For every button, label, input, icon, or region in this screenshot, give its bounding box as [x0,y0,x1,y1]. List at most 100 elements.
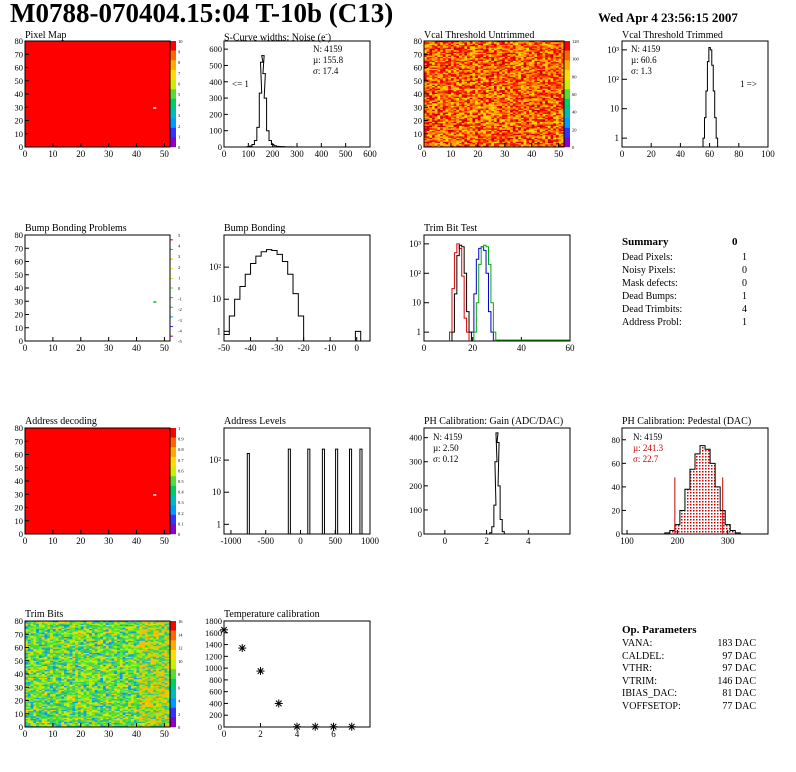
heatmap-cell [512,70,516,72]
heatmap-cell [450,95,454,97]
heatmap-cell [461,109,465,112]
heatmap-cell [523,133,527,136]
heatmap-cell [529,140,532,142]
heatmap-cell [494,63,497,66]
heatmap-cell [434,76,438,79]
heatmap-cell [437,54,441,56]
heatmap-cell [553,46,557,48]
heatmap-cell [424,74,427,76]
heatmap-cell [523,91,527,93]
heatmap-cell [537,119,541,121]
heatmap-cell [518,74,522,76]
heatmap-cell [442,129,446,132]
heatmap-cell [483,125,487,128]
heatmap-cell [426,84,430,87]
heatmap-cell [510,109,514,112]
heatmap-cell [523,67,527,70]
heatmap-cell [448,121,452,124]
heatmap-cell [545,107,549,109]
heatmap-cell [553,139,557,141]
heatmap-cell [442,66,446,68]
heatmap-cell [518,144,522,146]
heatmap-cell [485,79,489,82]
heatmap-cell [518,91,522,93]
heatmap-cell [518,60,522,63]
heatmap-cell [448,78,452,80]
heatmap-cell [440,67,444,70]
heatmap-cell [485,95,489,97]
heatmap-cell [523,82,527,84]
heatmap-cell [529,133,532,136]
heatmap-cell [461,139,465,141]
heatmap-cell [547,133,551,136]
heatmap-cell [542,108,546,111]
heatmap-cell [453,108,457,111]
heatmap-cell [432,143,436,145]
heatmap-cell [504,113,508,116]
heatmap-cell [518,63,522,66]
heatmap-cell [542,87,546,89]
heatmap-cell [450,137,454,140]
heatmap-cell [531,60,535,63]
heatmap-cell [496,133,500,136]
heatmap-cell [445,105,449,108]
heatmap-cell [558,82,562,84]
heatmap-cell [36,659,40,662]
heatmap-cell [429,112,433,115]
heatmap-cell [461,104,465,107]
heatmap-cell [539,60,543,63]
heatmap-cell [512,145,516,148]
heatmap-cell [429,109,433,112]
heatmap-cell [445,104,449,107]
heatmap-cell [27,627,31,630]
heatmap-cell [464,108,468,111]
heatmap-cell [440,42,444,44]
heatmap-cell [534,100,538,103]
heatmap-cell [499,44,503,47]
heatmap-cell [502,141,506,144]
heatmap-cell [534,92,538,95]
heatmap-cell [437,64,441,67]
heatmap-cell [547,144,551,146]
heatmap-cell [445,56,449,59]
heatmap-cell [491,66,495,68]
heatmap-cell [507,48,511,51]
heatmap-cell [504,58,508,60]
heatmap-cell [448,107,452,109]
heatmap-cell [504,143,508,145]
heatmap-cell [30,683,34,685]
heatmap-cell [461,120,465,123]
heatmap-cell [537,115,541,117]
heatmap-cell [477,120,481,123]
heatmap-cell [456,128,460,131]
heatmap-cell [467,47,471,50]
heatmap-cell [44,664,48,667]
heatmap-cell [523,58,527,60]
heatmap-cell [512,101,516,104]
heatmap-cell [515,97,519,100]
heatmap-cell [442,140,446,142]
heatmap-cell [467,108,471,111]
heatmap-cell [529,82,532,84]
heatmap-cell [537,120,541,123]
heatmap-cell [25,676,29,679]
heatmap-cell [467,67,471,70]
heatmap-cell [531,50,535,52]
heatmap-cell [510,55,514,58]
heatmap-cell [30,711,34,713]
heatmap-cell [472,112,476,115]
heatmap-cell [502,120,506,123]
heatmap-cell [499,78,503,80]
heatmap-cell [434,55,438,58]
heatmap-cell [537,128,541,131]
heatmap-cell [453,141,457,144]
heatmap-cell [537,55,541,58]
heatmap-cell [445,125,449,128]
heatmap-cell [30,724,34,726]
heatmap-cell [550,121,554,124]
heatmap-cell [429,70,433,72]
heatmap-cell [41,640,45,643]
heatmap-cell [440,72,444,75]
heatmap-cell [30,651,34,654]
heatmap-cell [472,109,476,112]
